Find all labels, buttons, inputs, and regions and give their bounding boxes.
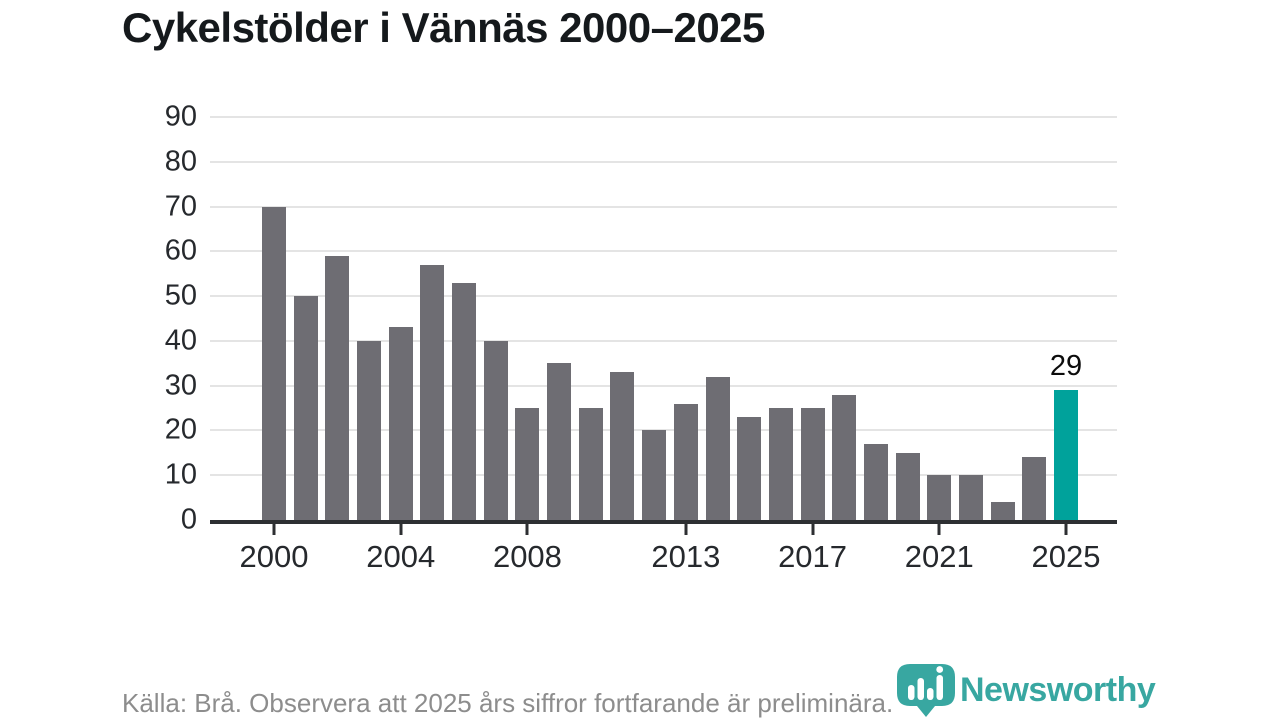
- chart-title: Cykelstölder i Vännäs 2000–2025: [122, 4, 765, 51]
- gridline-30: [210, 384, 1117, 387]
- bar-2012: [642, 430, 667, 520]
- x-axis-tick-label: 2004: [366, 539, 436, 574]
- x-axis-tick-label: 2017: [778, 539, 848, 574]
- bar-2021: [927, 475, 952, 520]
- gridline-70: [210, 205, 1117, 208]
- x-axis-tick: [684, 524, 688, 535]
- x-axis-tick: [525, 524, 529, 535]
- gridline-90: [210, 116, 1117, 118]
- bar-2013: [673, 403, 698, 520]
- bar-2006: [452, 282, 477, 520]
- x-axis-tick-label: 2013: [651, 539, 721, 574]
- bar-2002: [325, 255, 350, 520]
- bar-2009: [547, 363, 572, 520]
- bar-2016: [768, 408, 793, 520]
- x-axis-tick-label: 2021: [904, 539, 974, 574]
- bar-2008: [515, 408, 540, 520]
- x-axis-tick: [937, 524, 941, 535]
- y-axis-tick-label: 60: [164, 234, 197, 267]
- x-axis-tick: [811, 524, 815, 535]
- bar-value-label: 29: [1049, 350, 1083, 383]
- bar-2025: [1054, 390, 1078, 520]
- x-axis-tick-label: 2008: [492, 539, 562, 574]
- bar-2000: [262, 206, 286, 520]
- bar-2015: [737, 417, 762, 520]
- gridline-50: [210, 295, 1117, 298]
- x-axis-tick-label: 2000: [239, 539, 309, 574]
- x-axis-tick: [399, 524, 403, 535]
- y-axis-tick-label: 10: [164, 458, 197, 491]
- source-note: Källa: Brå. Observera att 2025 års siffr…: [122, 688, 894, 718]
- x-axis-tick: [1064, 524, 1068, 535]
- bar-2001: [293, 296, 318, 520]
- bar-2024: [1022, 457, 1047, 520]
- x-axis-line: [210, 520, 1117, 524]
- bar-2011: [610, 372, 635, 520]
- bar-2007: [483, 340, 508, 520]
- x-axis-tick-label: 2025: [1031, 539, 1101, 574]
- y-axis-tick-label: 30: [164, 369, 197, 402]
- y-axis-tick-label: 80: [164, 145, 197, 178]
- bar-2014: [705, 376, 730, 520]
- y-axis-tick-label: 0: [180, 503, 197, 536]
- bar-2022: [958, 475, 983, 520]
- bar-2023: [990, 502, 1015, 520]
- y-axis-tick-label: 40: [164, 324, 197, 357]
- y-axis-tick-label: 20: [164, 413, 197, 446]
- bar-2020: [895, 452, 920, 520]
- newsworthy-logo: Newsworthy: [895, 662, 1156, 718]
- y-axis-tick-label: 70: [164, 190, 197, 223]
- bar-2018: [832, 394, 857, 520]
- bar-2005: [420, 264, 445, 520]
- gridline-80: [210, 160, 1117, 163]
- y-axis-tick-label: 50: [164, 279, 197, 312]
- gridline-40: [210, 339, 1117, 342]
- bar-2003: [357, 340, 382, 520]
- y-axis-tick-label: 90: [164, 100, 197, 133]
- bar-2010: [578, 408, 603, 520]
- bar-2019: [863, 443, 888, 520]
- x-axis-tick: [272, 524, 276, 535]
- newsworthy-icon: [897, 664, 955, 717]
- bar-2017: [800, 408, 825, 520]
- gridline-60: [210, 250, 1117, 253]
- bar-2004: [388, 327, 413, 520]
- newsworthy-wordmark: Newsworthy: [960, 670, 1156, 709]
